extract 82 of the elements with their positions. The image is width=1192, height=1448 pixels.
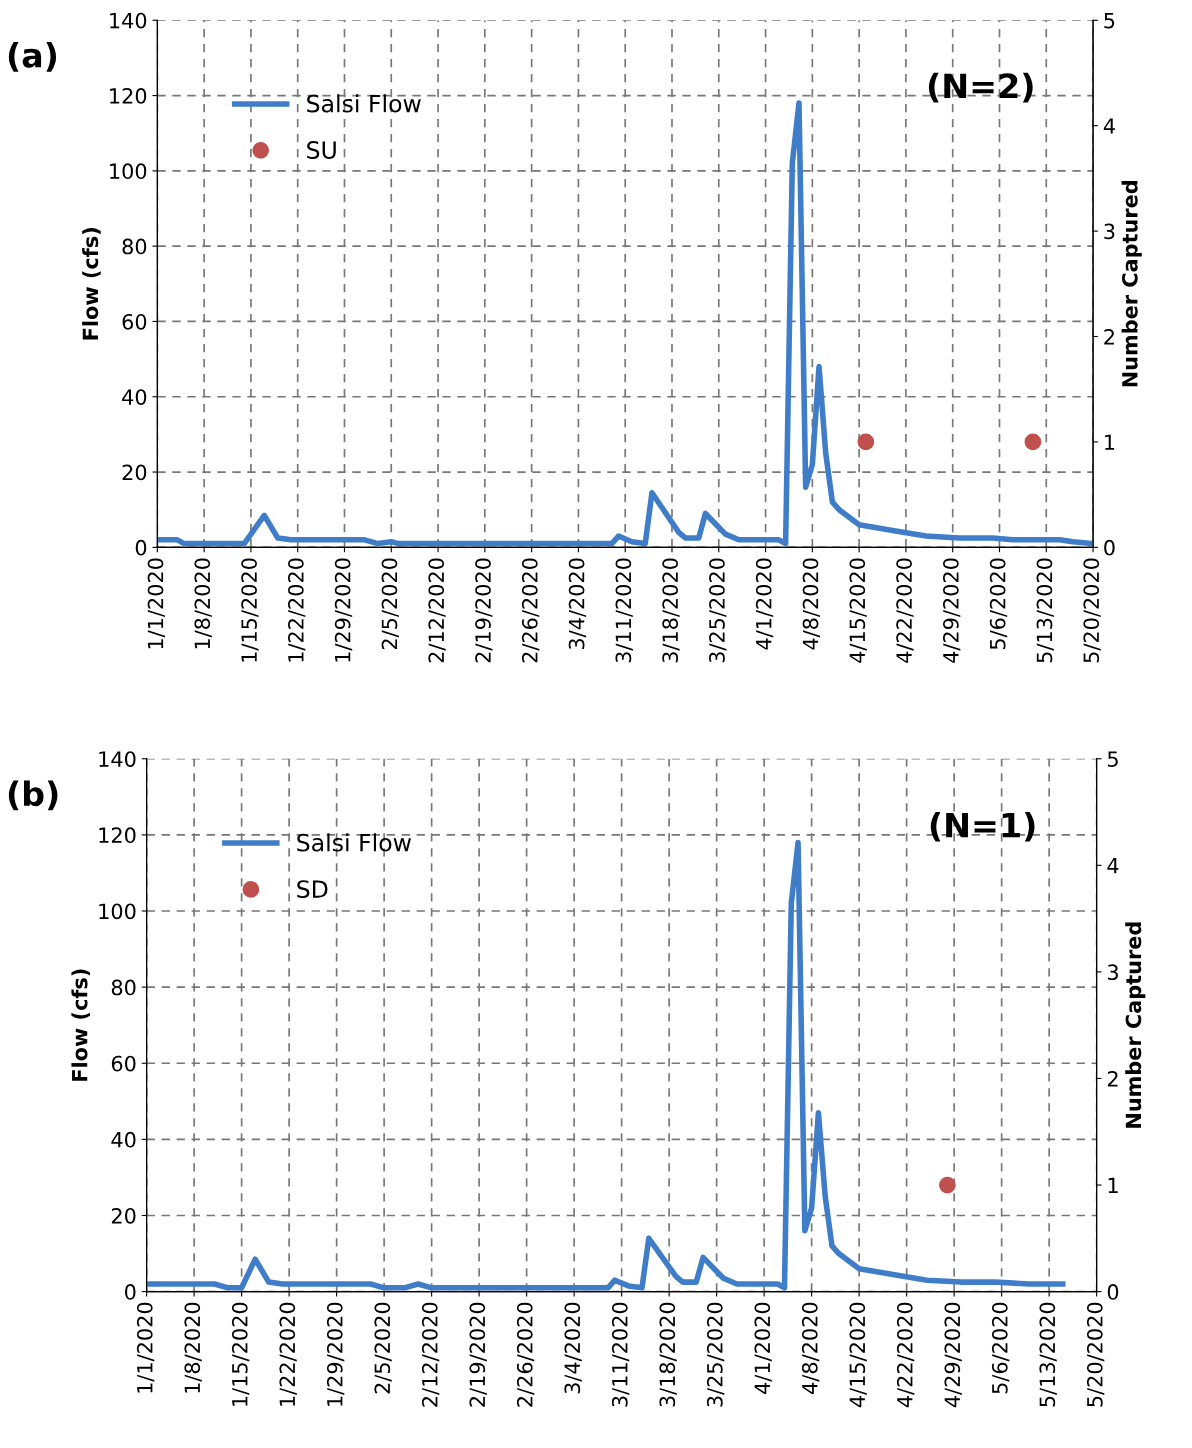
- y2-tick-label: 1: [1105, 434, 1115, 450]
- y-tick-label: 120: [99, 827, 136, 844]
- y-tick-label: 0: [125, 1284, 136, 1300]
- x-tick-label: 3/11/2020: [611, 1302, 630, 1407]
- y-tick-label: 60: [122, 313, 147, 330]
- x-tick-label: 3/4/2020: [564, 1302, 582, 1394]
- y-tick-label: 80: [122, 238, 147, 255]
- x-tick-label: 3/25/2020: [709, 558, 727, 663]
- x-tick-label: 4/1/2020: [754, 1302, 772, 1394]
- legend-label: Salsi Flow: [297, 833, 411, 852]
- x-tick-label: 2/12/2020: [421, 1302, 440, 1407]
- y-tick-label: 80: [111, 979, 136, 996]
- legend-label: SU: [307, 141, 336, 159]
- x-tick-label: 4/8/2020: [802, 558, 821, 650]
- x-tick-label: 4/1/2020: [755, 558, 774, 650]
- x-tick-label: 3/4/2020: [568, 558, 587, 650]
- y-tick-label: 100: [110, 163, 147, 180]
- x-tick-label: 1/22/2020: [287, 558, 306, 662]
- y-tick-label: 0: [135, 539, 147, 556]
- y2-tick-label: 4: [1103, 118, 1115, 134]
- y2-tick-label: 2: [1104, 328, 1114, 345]
- x-tick-label: 4/8/2020: [801, 1302, 820, 1394]
- x-tick-label: 2/19/2020: [469, 1302, 487, 1407]
- y-tick-label: 140: [99, 751, 136, 767]
- legend-label: SD: [297, 880, 328, 899]
- x-tick-label: 4/29/2020: [944, 1302, 962, 1408]
- x-tick-label: 2/19/2020: [475, 558, 493, 663]
- y2-tick-label: 4: [1107, 858, 1119, 874]
- y-tick-label: 40: [111, 1131, 136, 1148]
- x-tick-label: 2/5/2020: [381, 558, 399, 650]
- x-tick-label: 3/18/2020: [659, 1302, 677, 1407]
- y-tick-label: 100: [99, 903, 136, 920]
- x-tick-label: 2/12/2020: [428, 558, 446, 663]
- y-tick-label: 60: [111, 1055, 136, 1072]
- y2-tick-label: 2: [1107, 1070, 1118, 1087]
- x-tick-label: 5/6/2020: [989, 558, 1008, 650]
- y2-tick-label: 5: [1107, 751, 1118, 767]
- x-tick-label: 1/22/2020: [279, 1302, 297, 1406]
- x-tick-label: 5/13/2020: [1036, 558, 1054, 663]
- x-tick-label: 1/15/2020: [241, 558, 259, 662]
- text: (a): [8, 42, 57, 72]
- x-tick-label: 3/18/2020: [662, 558, 680, 663]
- y2-tick-label: 3: [1104, 223, 1115, 240]
- x-tick-label: 4/15/2020: [849, 1302, 867, 1408]
- y-tick-label: 40: [122, 389, 147, 405]
- annotation: (N=2): [928, 72, 1033, 103]
- text: (b): [8, 780, 58, 811]
- x-tick-label: 2/5/2020: [374, 1302, 392, 1394]
- y-axis-title: Flow (cfs): [82, 228, 101, 340]
- x-tick-label: 5/20/2020: [1086, 1302, 1105, 1407]
- y-tick-label: 20: [122, 464, 147, 481]
- y-tick-label: 20: [111, 1207, 136, 1224]
- x-tick-label: 1/8/2020: [194, 558, 212, 649]
- x-tick-label: 5/13/2020: [1039, 1302, 1057, 1407]
- legend-label: Salsi Flow: [307, 94, 421, 113]
- annotation: (N=1): [930, 811, 1035, 842]
- x-tick-label: 2/26/2020: [521, 558, 540, 663]
- x-tick-label: 3/25/2020: [706, 1302, 725, 1407]
- x-tick-label: 4/22/2020: [896, 558, 914, 663]
- x-tick-label: 1/29/2020: [334, 558, 353, 662]
- y2-tick-label: 3: [1107, 964, 1118, 981]
- y2-tick-label: 5: [1104, 13, 1115, 29]
- x-tick-label: 5/20/2020: [1083, 558, 1101, 663]
- x-tick-label: 1/8/2020: [184, 1302, 202, 1393]
- x-tick-label: 1/1/2020: [136, 1302, 155, 1393]
- x-tick-label: 2/26/2020: [516, 1302, 535, 1407]
- y-axis-title: Flow (cfs): [71, 969, 90, 1081]
- x-tick-label: 1/29/2020: [326, 1302, 345, 1406]
- y2-tick-label: 1: [1108, 1177, 1118, 1193]
- x-tick-label: 4/22/2020: [896, 1302, 915, 1408]
- y-tick-label: 120: [110, 88, 147, 104]
- y2-axis-title: Number Captured: [1121, 181, 1142, 387]
- x-tick-label: 4/29/2020: [942, 558, 961, 663]
- y2-tick-label: 0: [1107, 1284, 1119, 1300]
- x-tick-label: 1/15/2020: [231, 1302, 250, 1406]
- x-tick-label: 3/11/2020: [615, 558, 633, 663]
- x-tick-label: 5/6/2020: [991, 1302, 1010, 1394]
- x-tick-label: 1/1/2020: [147, 558, 166, 649]
- y-tick-label: 140: [110, 12, 147, 29]
- x-tick-label: 4/15/2020: [849, 558, 867, 663]
- y2-tick-label: 0: [1104, 539, 1115, 556]
- y2-axis-title: Number Captured: [1125, 922, 1146, 1128]
